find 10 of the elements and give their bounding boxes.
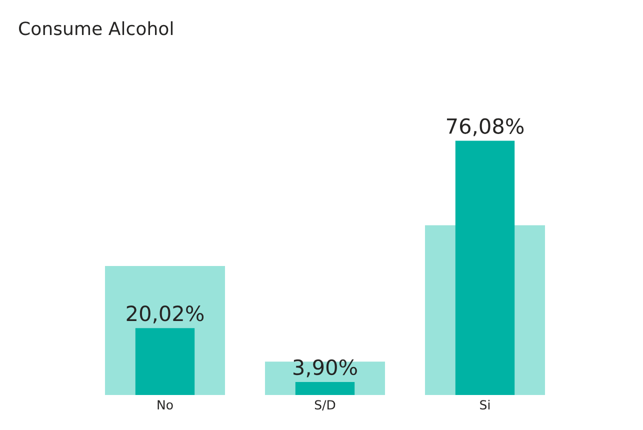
x-tick-label: No: [158, 400, 173, 410]
x-tick-label: Si: [480, 400, 490, 410]
data-label: 3,90%: [294, 359, 357, 378]
bar: [455, 140, 515, 395]
bar: [295, 382, 355, 395]
data-label: 76,08%: [446, 118, 524, 136]
chart-title: Consume Alcohol: [19, 21, 173, 36]
data-label: 20,02%: [126, 306, 204, 324]
bar: [135, 328, 195, 395]
x-tick-label: S/D: [314, 400, 336, 411]
